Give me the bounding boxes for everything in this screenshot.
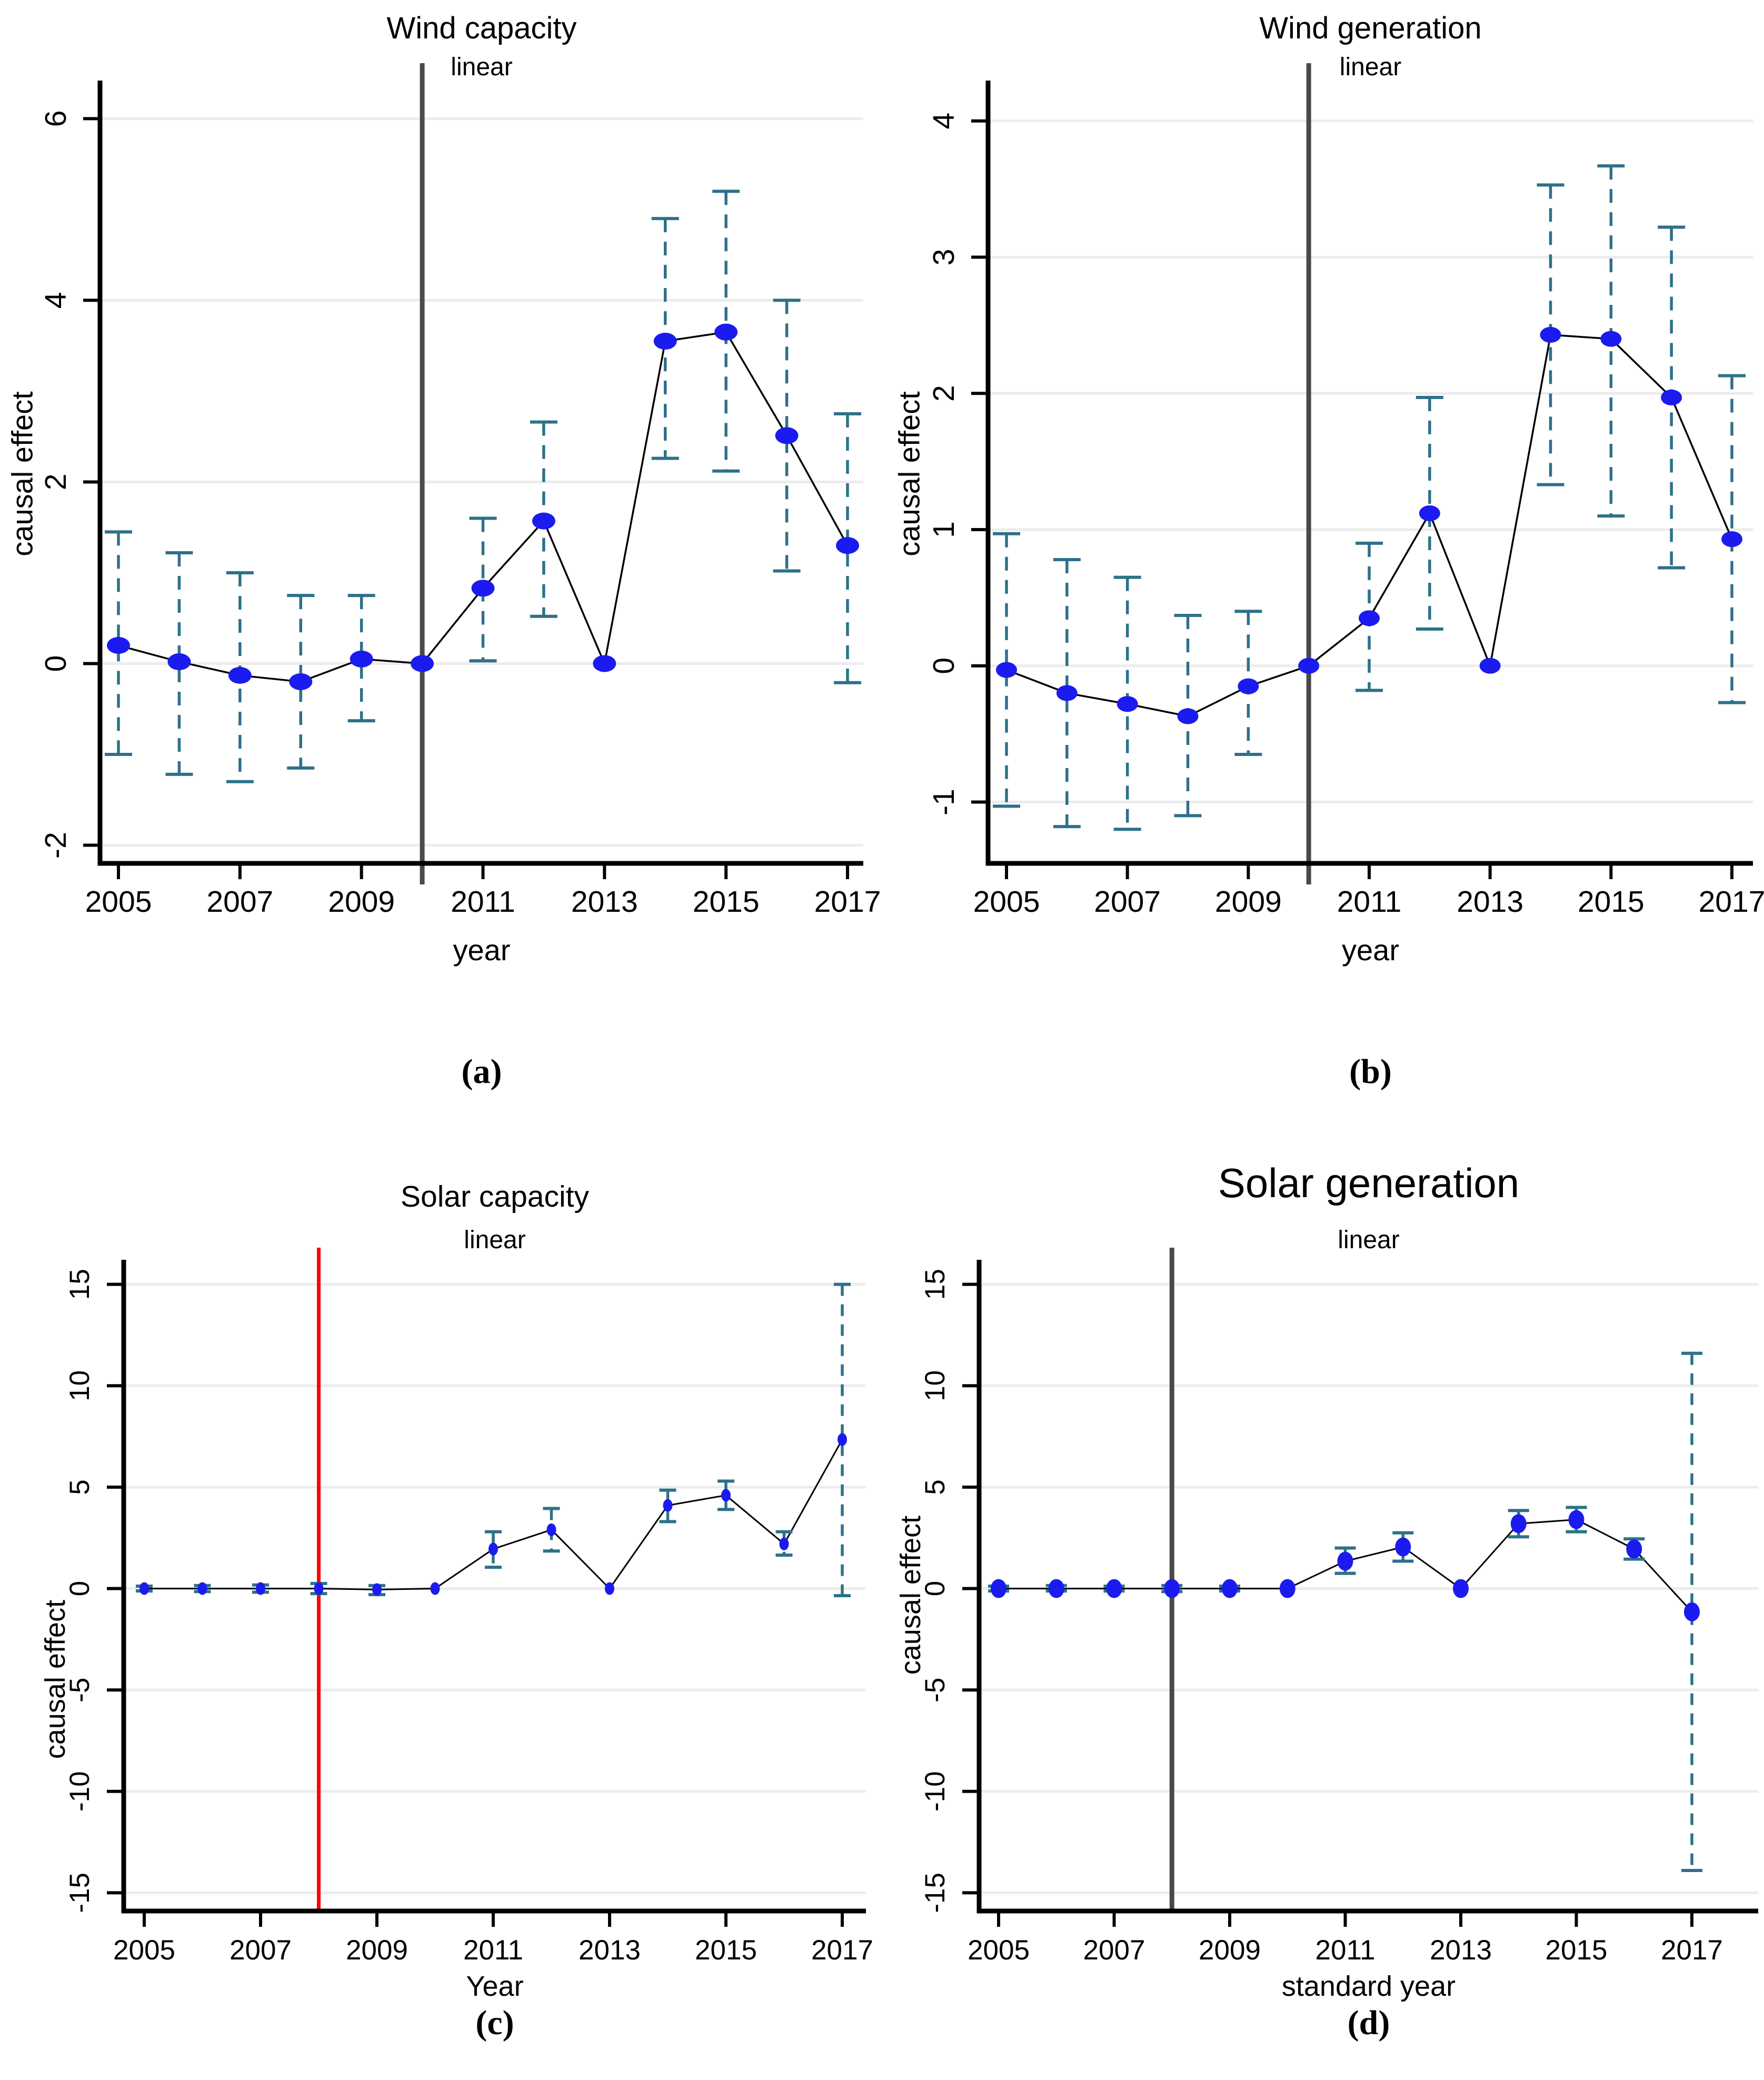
svg-text:5: 5 (920, 1479, 951, 1495)
chart-subtitle: linear (464, 1226, 526, 1254)
panel-tag: (a) (461, 1052, 502, 1091)
wind-generation-plot: -1 0 1 2 3 4 2005 2007 2009 2011 2013 2015 2017 (927, 63, 1764, 919)
svg-text:2007: 2007 (230, 1935, 292, 1966)
axes: -2 0 2 4 6 2005 2007 2009 2011 2013 2015 2017 (39, 81, 881, 919)
solar-generation-plot: -15 -10 -5 0 5 10 15 2005 2007 2009 2011 2013 2015 20… (920, 1248, 1758, 1966)
svg-text:2011: 2011 (451, 885, 515, 919)
y-axis-label: causal effect (5, 391, 39, 556)
panel-solar-generation: -15 -10 -5 0 5 10 15 2005 2007 2009 2011 2013 2015 20… (882, 1132, 1764, 2080)
svg-text:2007: 2007 (1083, 1935, 1145, 1966)
svg-text:2009: 2009 (1199, 1935, 1261, 1966)
svg-text:0: 0 (39, 655, 73, 672)
confidence-intervals (988, 1351, 1702, 1872)
svg-text:2007: 2007 (1094, 885, 1161, 919)
svg-text:0: 0 (920, 1581, 951, 1596)
svg-text:2011: 2011 (1337, 885, 1402, 919)
axes: -1 0 1 2 3 4 2005 2007 2009 2011 2013 2015 2017 (927, 81, 1764, 919)
svg-text:-5: -5 (920, 1678, 951, 1703)
gridlines (125, 1283, 866, 1894)
svg-text:2017: 2017 (811, 1935, 873, 1966)
svg-text:2013: 2013 (1430, 1935, 1492, 1966)
chart-title: Solar generation (1218, 1160, 1520, 1206)
svg-text:5: 5 (64, 1479, 95, 1495)
series-line (118, 331, 849, 683)
data-points (991, 1510, 1700, 1621)
x-axis-label: standard year (1281, 1970, 1456, 2002)
chart-title: Wind generation (1259, 11, 1482, 45)
svg-text:2013: 2013 (579, 1935, 641, 1966)
gridlines (989, 120, 1753, 804)
svg-text:2017: 2017 (1661, 1935, 1723, 1966)
panel-tag: (d) (1347, 2004, 1390, 2042)
svg-text:15: 15 (920, 1269, 951, 1300)
data-points (107, 323, 859, 690)
x-axis-label: Year (466, 1970, 524, 2002)
chart-title: Wind capacity (386, 11, 577, 45)
svg-text:2017: 2017 (814, 885, 881, 919)
svg-text:-10: -10 (920, 1771, 951, 1812)
svg-text:2007: 2007 (206, 885, 273, 919)
svg-text:-10: -10 (64, 1771, 95, 1812)
svg-text:2: 2 (39, 474, 73, 491)
svg-text:2005: 2005 (968, 1935, 1030, 1966)
data-points (996, 326, 1742, 724)
svg-text:0: 0 (64, 1581, 95, 1596)
svg-text:-15: -15 (920, 1873, 951, 1913)
svg-text:4: 4 (927, 113, 961, 130)
svg-text:2005: 2005 (85, 885, 152, 919)
axes: -15 -10 -5 0 5 10 15 2005 2007 2009 2011 2013 2015 20… (920, 1260, 1758, 1966)
data-points (139, 1433, 847, 1596)
svg-text:2015: 2015 (693, 885, 760, 919)
svg-text:-1: -1 (927, 789, 961, 815)
svg-text:3: 3 (927, 249, 961, 266)
svg-text:10: 10 (920, 1370, 951, 1401)
svg-text:6: 6 (39, 111, 73, 127)
svg-text:2013: 2013 (1457, 885, 1523, 919)
svg-text:2015: 2015 (695, 1935, 757, 1966)
svg-text:0: 0 (927, 658, 961, 674)
svg-text:4: 4 (39, 292, 73, 309)
x-axis-label: year (453, 933, 511, 967)
svg-text:-5: -5 (64, 1678, 95, 1703)
chart-title: Solar capacity (400, 1180, 589, 1213)
svg-text:-2: -2 (39, 832, 73, 859)
svg-text:2011: 2011 (1315, 1935, 1376, 1966)
chart-subtitle: linear (451, 53, 513, 81)
y-axis-label: causal effect (39, 1599, 71, 1759)
panel-tag: (c) (475, 2004, 514, 2042)
chart-subtitle: linear (1339, 53, 1402, 81)
confidence-intervals (105, 190, 861, 783)
svg-text:2005: 2005 (973, 885, 1040, 919)
panel-wind-generation: -1 0 1 2 3 4 2005 2007 2009 2011 2013 2015 2017 Wind… (882, 0, 1764, 1132)
svg-text:2009: 2009 (346, 1935, 408, 1966)
series-line (1006, 334, 1733, 718)
svg-text:2: 2 (927, 385, 961, 402)
solar-capacity-plot: -15 -10 -5 0 5 10 15 2005 2007 2009 2011 2013 2015 20… (64, 1248, 873, 1966)
confidence-intervals (993, 164, 1746, 831)
svg-text:1: 1 (927, 521, 961, 538)
svg-text:15: 15 (64, 1269, 95, 1300)
gridlines (101, 117, 863, 847)
svg-text:2009: 2009 (1215, 885, 1282, 919)
panel-wind-capacity: -2 0 2 4 6 2005 2007 2009 2011 2013 2015 2017 Wind … (0, 0, 882, 1132)
x-axis-label: year (1342, 933, 1399, 967)
svg-text:2015: 2015 (1546, 1935, 1608, 1966)
wind-capacity-plot: -2 0 2 4 6 2005 2007 2009 2011 2013 2015 2017 (39, 63, 881, 919)
panel-tag: (b) (1349, 1052, 1392, 1091)
y-axis-label: causal effect (895, 1515, 926, 1675)
svg-text:-15: -15 (64, 1873, 95, 1913)
svg-text:2009: 2009 (328, 885, 395, 919)
svg-text:2015: 2015 (1578, 885, 1645, 919)
svg-text:2013: 2013 (571, 885, 638, 919)
svg-text:2011: 2011 (463, 1935, 523, 1966)
axes: -15 -10 -5 0 5 10 15 2005 2007 2009 2011 2013 2015 20… (64, 1260, 873, 1966)
svg-text:2005: 2005 (113, 1935, 175, 1966)
svg-text:10: 10 (64, 1370, 95, 1401)
panel-solar-capacity: -15 -10 -5 0 5 10 15 2005 2007 2009 2011 2013 2015 20… (0, 1132, 882, 2080)
svg-text:2017: 2017 (1699, 885, 1764, 919)
y-axis-label: causal effect (892, 391, 926, 556)
chart-subtitle: linear (1338, 1226, 1400, 1254)
